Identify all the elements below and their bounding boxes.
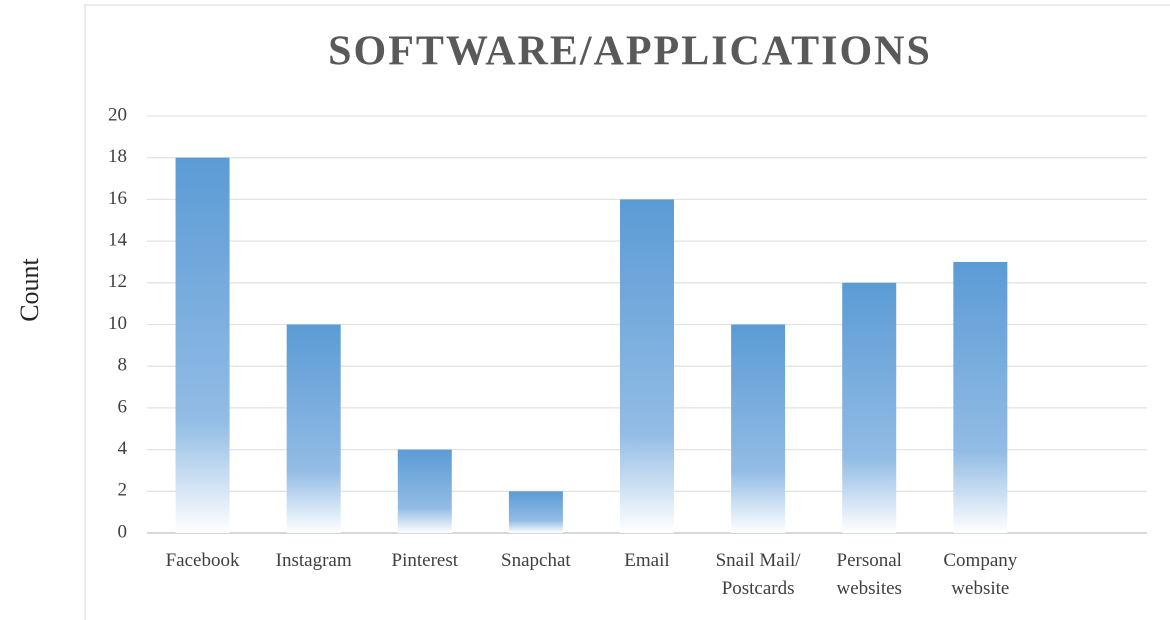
- bar: [508, 491, 563, 533]
- y-tick-label: 20: [108, 104, 127, 125]
- bar: [397, 449, 452, 533]
- chart-title: SOFTWARE/APPLICATIONS: [328, 29, 932, 75]
- x-tick-label: Facebook: [166, 550, 240, 571]
- bar: [953, 261, 1008, 533]
- bar: [286, 324, 341, 533]
- bar: [731, 324, 786, 533]
- y-tick-label: 8: [118, 355, 128, 376]
- y-tick-label: 0: [118, 521, 128, 542]
- y-tick-label: 14: [108, 229, 128, 250]
- x-tick-label: Personal websites: [837, 550, 902, 599]
- x-tick-label: Snail Mail/Postcards: [716, 550, 802, 599]
- bar: [175, 157, 230, 533]
- y-tick-label: 2: [118, 480, 128, 501]
- y-tick-label: 12: [108, 271, 127, 292]
- y-tick-label: 16: [108, 188, 127, 209]
- y-tick-label: 18: [108, 146, 127, 167]
- y-tick-label: 10: [108, 313, 127, 334]
- x-tick-label: Email: [624, 550, 669, 571]
- bar: [620, 199, 674, 533]
- bar: [842, 282, 897, 533]
- chart-frame: [84, 4, 1170, 620]
- y-axis-title: Count: [15, 257, 44, 321]
- x-tick-label: Instagram: [276, 550, 352, 571]
- x-tick-label: Pinterest: [392, 550, 459, 571]
- x-tick-label: Snapchat: [501, 550, 571, 571]
- y-tick-label: 6: [118, 396, 128, 417]
- y-tick-label: 4: [118, 438, 128, 459]
- x-tick-label: Company website: [943, 550, 1017, 599]
